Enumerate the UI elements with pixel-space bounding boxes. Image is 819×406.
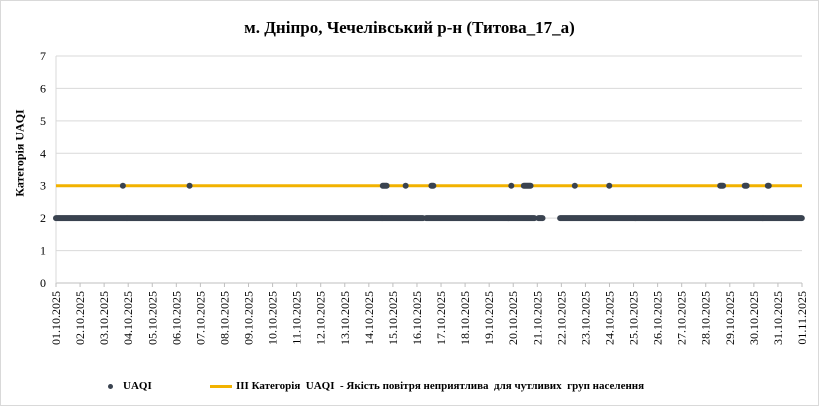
- y-tick-label-2: 2: [40, 211, 46, 225]
- x-tick-label-26.10.2025: 26.10.2025: [651, 291, 665, 345]
- x-tick-label-13.10.2025: 13.10.2025: [338, 291, 352, 345]
- y-tick-labels: 0 1 2 3 4 5 6 7: [40, 49, 46, 290]
- x-tick-label-09.10.2025: 09.10.2025: [242, 291, 256, 345]
- legend: UAQI ІІІ Категорія UAQI - Якість повітря…: [0, 376, 819, 396]
- x-tick-label-25.10.2025: 25.10.2025: [627, 291, 641, 345]
- legend-dot-marker: [108, 383, 113, 389]
- uaqi-point: [539, 215, 546, 222]
- x-tick-label-14.10.2025: 14.10.2025: [362, 291, 376, 345]
- y-tick-label-4: 4: [40, 146, 46, 160]
- x-tick-label-20.10.2025: 20.10.2025: [506, 291, 520, 345]
- y-tick-label-0: 0: [40, 276, 46, 290]
- x-tick-label-01.11.2025: 01.11.2025: [795, 291, 809, 345]
- legend-label-uaqi: UAQI: [123, 380, 152, 392]
- uaqi-point: [430, 182, 437, 189]
- y-tick-label-7: 7: [40, 49, 46, 63]
- x-tick-label-01.10.2025: 01.10.2025: [49, 291, 63, 345]
- uaqi-point: [508, 182, 515, 189]
- uaqi-point: [798, 215, 805, 222]
- x-tick-label-30.10.2025: 30.10.2025: [747, 291, 761, 345]
- x-tick-label-17.10.2025: 17.10.2025: [434, 291, 448, 345]
- x-tick-label-05.10.2025: 05.10.2025: [145, 291, 159, 345]
- x-tick-label-11.10.2025: 11.10.2025: [290, 291, 304, 345]
- x-axis: [55, 56, 803, 287]
- uaqi-point: [765, 182, 772, 189]
- x-tick-label-03.10.2025: 03.10.2025: [97, 291, 111, 345]
- x-tick-label-07.10.2025: 07.10.2025: [193, 291, 207, 345]
- x-tick-label-08.10.2025: 08.10.2025: [217, 291, 231, 345]
- uaqi-point: [383, 182, 390, 189]
- x-tick-label-31.10.2025: 31.10.2025: [771, 291, 785, 345]
- points-layer: [53, 182, 805, 222]
- uaqi-point: [720, 182, 727, 189]
- x-tick-label-16.10.2025: 16.10.2025: [410, 291, 424, 345]
- chart-title: м. Дніпро, Чечелівський р-н (Титова_17_а…: [244, 18, 575, 37]
- x-tick-label-12.10.2025: 12.10.2025: [314, 291, 328, 345]
- x-tick-label-22.10.2025: 22.10.2025: [554, 291, 568, 345]
- legend-label-threshold: ІІІ Категорія UAQI - Якість повітря непр…: [236, 380, 645, 392]
- x-tick-label-29.10.2025: 29.10.2025: [723, 291, 737, 345]
- grid-lines: [56, 55, 802, 252]
- uaqi-point: [527, 182, 534, 189]
- uaqi-point: [606, 182, 613, 189]
- legend-line-marker: [210, 384, 232, 388]
- uaqi-point: [186, 182, 193, 189]
- x-tick-label-23.10.2025: 23.10.2025: [578, 291, 592, 345]
- y-tick-label-6: 6: [40, 81, 46, 95]
- x-tick-label-06.10.2025: 06.10.2025: [169, 291, 183, 345]
- uaqi-point: [119, 182, 126, 189]
- x-tick-label-10.10.2025: 10.10.2025: [266, 291, 280, 345]
- uaqi-point: [743, 182, 750, 189]
- x-tick-label-15.10.2025: 15.10.2025: [386, 291, 400, 345]
- y-tick-label-3: 3: [40, 179, 46, 193]
- x-tick-label-04.10.2025: 04.10.2025: [121, 291, 135, 345]
- x-tick-label-21.10.2025: 21.10.2025: [530, 291, 544, 345]
- x-tick-label-27.10.2025: 27.10.2025: [675, 291, 689, 345]
- legend-item-uaqi: UAQI: [108, 376, 152, 396]
- x-tick-label-18.10.2025: 18.10.2025: [458, 291, 472, 345]
- x-tick-label-24.10.2025: 24.10.2025: [602, 291, 616, 345]
- y-tick-label-1: 1: [40, 244, 46, 258]
- x-tick-labels: 01.10.2025 02.10.2025 03.10.2025 04.10.2025…: [49, 291, 809, 345]
- x-tick-label-19.10.2025: 19.10.2025: [482, 291, 496, 345]
- y-tick-label-5: 5: [40, 114, 46, 128]
- x-tick-label-02.10.2025: 02.10.2025: [73, 291, 87, 345]
- uaqi-point: [571, 182, 578, 189]
- x-tick-label-28.10.2025: 28.10.2025: [699, 291, 713, 345]
- legend-item-threshold: ІІІ Категорія UAQI - Якість повітря непр…: [210, 376, 644, 396]
- uaqi-point: [402, 182, 409, 189]
